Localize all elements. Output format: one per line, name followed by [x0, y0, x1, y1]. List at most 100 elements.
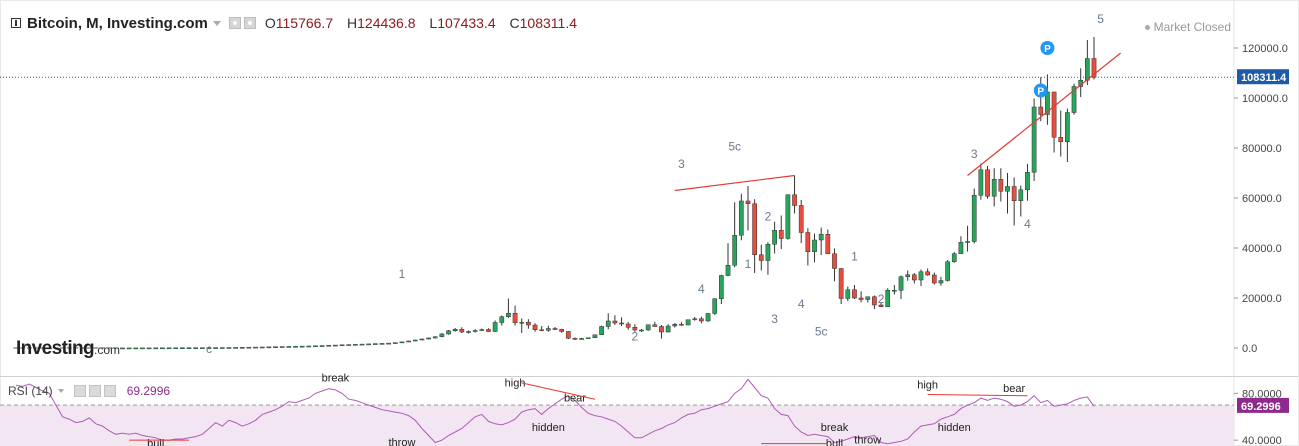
candle [173, 347, 179, 350]
candle-body [872, 296, 877, 306]
wave-label: 4 [798, 297, 805, 311]
chevron-down-icon[interactable] [212, 20, 221, 26]
candle-body [326, 345, 332, 347]
candle [153, 347, 159, 350]
rsi-annotation: bull [147, 438, 164, 446]
candle-body [685, 319, 691, 326]
rsi-title[interactable]: RSI (14) [8, 384, 53, 398]
candle [911, 273, 917, 284]
candle-body [293, 346, 298, 348]
candle [725, 243, 731, 277]
candle-body [945, 261, 950, 281]
pivot-badge [1040, 41, 1055, 55]
symbol-title[interactable]: Bitcoin, M, Investing.com [27, 14, 208, 32]
candle [446, 330, 451, 335]
candle-body [186, 347, 192, 349]
rsi-annotation: high [505, 377, 526, 389]
candle [732, 202, 738, 268]
candle-body [459, 329, 465, 333]
candle-body [911, 274, 917, 281]
candle-body [452, 329, 458, 331]
candle [406, 340, 411, 343]
price-tick-label: 40000.0 [1242, 243, 1282, 255]
price-tick-label: 80000.0 [1242, 143, 1282, 155]
rsi-band [0, 405, 1234, 446]
candle [998, 168, 1004, 202]
candle [459, 327, 465, 333]
candle-body [213, 347, 218, 349]
candle-body [539, 329, 545, 331]
candle-body [991, 179, 997, 197]
candle-body [619, 322, 624, 325]
high-value: 124436.8 [357, 15, 416, 31]
wave-label: 4 [698, 282, 705, 296]
candle [313, 345, 318, 348]
candle-body [998, 179, 1004, 192]
close-icon[interactable] [103, 385, 116, 397]
symbol-info-icon[interactable] [11, 18, 21, 28]
candle [898, 275, 904, 299]
candle [213, 347, 218, 349]
candle [1051, 91, 1057, 153]
candle-body [439, 333, 445, 337]
candle [180, 347, 185, 350]
candle [199, 347, 205, 349]
candle [339, 344, 345, 347]
candle [858, 291, 864, 303]
candle-body [639, 329, 644, 332]
candle [1078, 68, 1084, 97]
price-tick-label: 100000.0 [1242, 93, 1288, 105]
low-value: 107433.4 [437, 15, 496, 31]
candle [752, 199, 757, 273]
candle-body [918, 271, 924, 281]
watermark-brand: Investing [16, 338, 95, 359]
candle-body [273, 346, 278, 348]
candle-body [652, 324, 658, 327]
candle [253, 346, 258, 349]
candle-body [645, 324, 651, 331]
candle-body [765, 244, 771, 261]
candle-body [386, 342, 391, 345]
candle [892, 285, 897, 295]
wave-label: 1 [399, 267, 406, 281]
candle [765, 242, 771, 275]
visibility-toggle-icon[interactable] [73, 385, 86, 397]
candle [579, 337, 584, 340]
candle-body [299, 345, 305, 348]
candle-body [479, 329, 485, 331]
candle [885, 288, 891, 307]
candle [326, 345, 332, 347]
candle [712, 298, 718, 315]
candle [705, 313, 711, 322]
candle [745, 186, 751, 231]
investing-watermark: Investing.com [16, 338, 120, 360]
visibility-toggle-icon[interactable] [228, 17, 241, 29]
candle [166, 347, 172, 350]
divergence-line [521, 382, 596, 400]
candle-body [951, 253, 957, 262]
candle-body [372, 343, 378, 345]
candle-body [1005, 186, 1010, 192]
candle-body [699, 318, 704, 322]
market-status: Market Closed [1144, 20, 1231, 34]
settings-gear-icon[interactable] [243, 17, 256, 29]
candle-body [792, 194, 797, 206]
candle [186, 347, 192, 349]
candle [685, 319, 691, 326]
chevron-down-icon[interactable] [57, 389, 64, 393]
candle [719, 274, 724, 304]
settings-gear-icon[interactable] [88, 385, 101, 397]
wave-label: 5c [728, 140, 741, 154]
candle [293, 346, 298, 348]
candle [545, 325, 551, 332]
candle [526, 319, 531, 329]
candle [372, 343, 378, 345]
candle-body [419, 338, 425, 341]
candle-body [432, 336, 438, 339]
candle [146, 347, 152, 350]
candle [1005, 173, 1010, 214]
candle [665, 324, 671, 333]
candle-body [938, 280, 944, 284]
wave-label: 4 [1024, 217, 1031, 231]
